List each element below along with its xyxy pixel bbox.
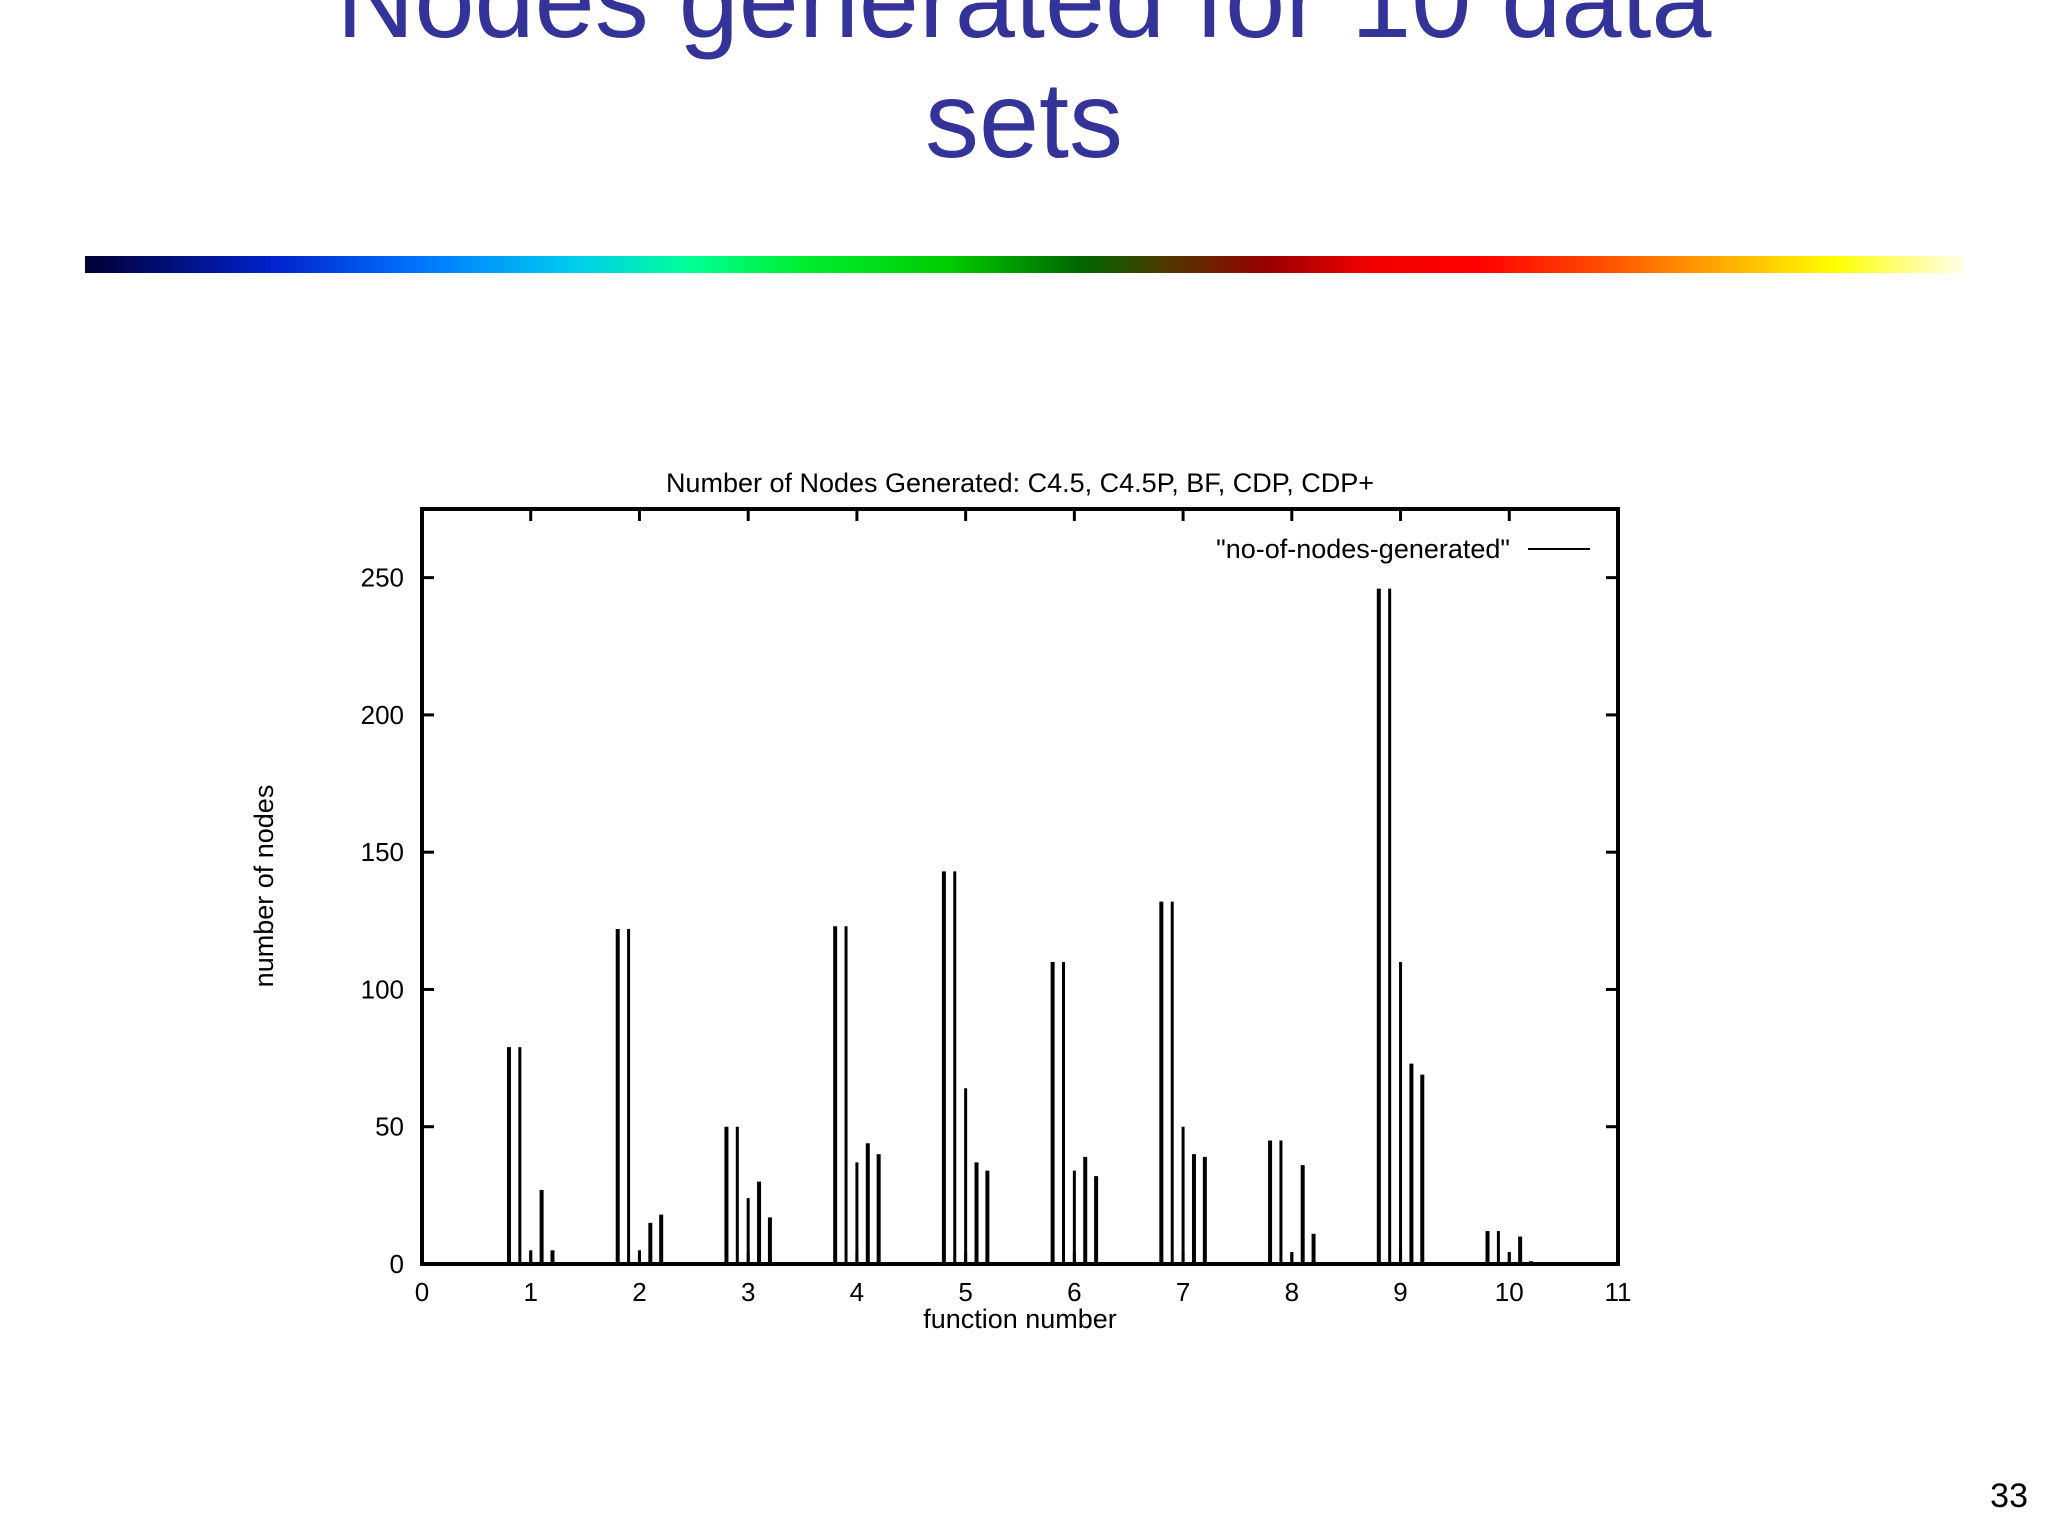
y-tick-label: 50 bbox=[375, 1112, 404, 1142]
x-tick-label: 3 bbox=[741, 1277, 755, 1307]
y-tick-label: 100 bbox=[361, 974, 404, 1004]
slide-title: Nodes generated for 10 data sets bbox=[0, 0, 2048, 180]
x-tick-label: 9 bbox=[1393, 1277, 1407, 1307]
y-axis-label: number of nodes bbox=[249, 785, 279, 988]
y-tick-label: 200 bbox=[361, 700, 404, 730]
x-tick-label: 2 bbox=[632, 1277, 646, 1307]
x-axis-label: function number bbox=[923, 1304, 1117, 1334]
y-axis: 0 50 100 150 200 250 bbox=[361, 563, 1618, 1279]
x-tick-label: 1 bbox=[523, 1277, 537, 1307]
x-tick-label: 10 bbox=[1495, 1277, 1524, 1307]
plot-frame bbox=[420, 507, 1620, 1266]
y-tick-label: 0 bbox=[390, 1249, 404, 1279]
x-tick-label: 0 bbox=[415, 1277, 429, 1307]
slide-title-line-1: Nodes generated for 10 data bbox=[0, 0, 2048, 60]
legend-label: "no-of-nodes-generated" bbox=[1216, 534, 1510, 564]
x-tick-label: 8 bbox=[1285, 1277, 1299, 1307]
x-tick-label: 7 bbox=[1176, 1277, 1190, 1307]
y-tick-label: 150 bbox=[361, 837, 404, 867]
x-tick-label: 6 bbox=[1067, 1277, 1081, 1307]
x-tick-label: 11 bbox=[1605, 1277, 1632, 1307]
chart-title: Number of Nodes Generated: C4.5, C4.5P, … bbox=[666, 468, 1374, 498]
legend: "no-of-nodes-generated" bbox=[1216, 534, 1590, 564]
x-tick-label: 5 bbox=[958, 1277, 972, 1307]
x-axis: 0 1 2 3 4 5 6 7 8 9 10 11 bbox=[415, 509, 1632, 1307]
rainbow-divider bbox=[85, 256, 1965, 273]
bar-series bbox=[506, 588, 1534, 1264]
x-tick-label: 4 bbox=[850, 1277, 864, 1307]
y-tick-label: 250 bbox=[361, 563, 404, 593]
slide-number: 33 bbox=[1990, 1477, 2028, 1515]
slide-title-line-2: sets bbox=[924, 59, 1124, 180]
